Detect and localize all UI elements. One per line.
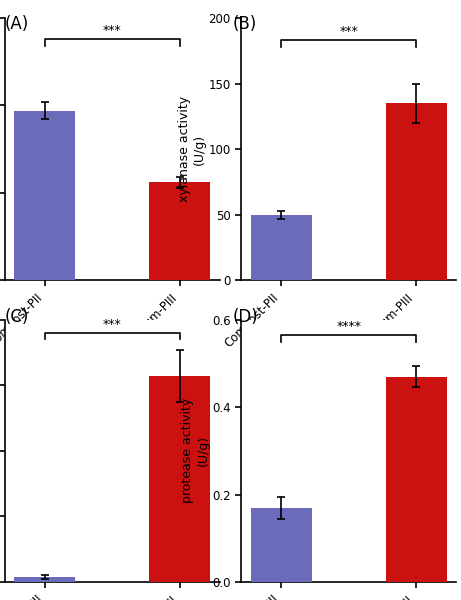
- Bar: [386, 103, 447, 280]
- Text: (D): (D): [233, 308, 259, 326]
- Text: (A): (A): [5, 15, 29, 33]
- Bar: [14, 110, 75, 280]
- Y-axis label: xylanase activity
(U/g): xylanase activity (U/g): [178, 96, 206, 202]
- Y-axis label: protease activity
(U/g): protease activity (U/g): [182, 398, 209, 503]
- Bar: [149, 376, 210, 582]
- Text: ****: ****: [337, 320, 361, 333]
- Bar: [251, 215, 312, 280]
- Text: ***: ***: [339, 25, 358, 38]
- Text: (C): (C): [5, 308, 29, 326]
- Bar: [149, 182, 210, 280]
- Bar: [386, 377, 447, 582]
- Text: (B): (B): [233, 15, 257, 33]
- Text: ***: ***: [103, 24, 122, 37]
- Text: ***: ***: [103, 317, 122, 331]
- Bar: [251, 508, 312, 582]
- Bar: [14, 577, 75, 582]
